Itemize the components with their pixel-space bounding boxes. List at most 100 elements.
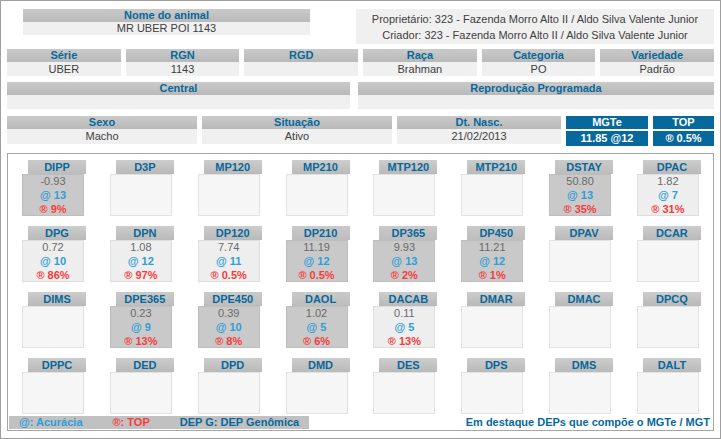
- dep-header-dps: DPS: [467, 358, 525, 372]
- dep-cell-dpd: DPD: [198, 358, 260, 414]
- dep-value: -0.93: [23, 174, 83, 188]
- dep-values-dcar: [637, 240, 699, 282]
- dep-header-dppc: DPPC: [28, 358, 86, 372]
- dep-values-dmar: [461, 306, 523, 348]
- dep-values-ded: [110, 372, 172, 414]
- legend-top: ®: TOP: [113, 416, 150, 429]
- mgte-block: MGTe 11.85 @12: [566, 116, 648, 146]
- field-rgd-header: RGD: [244, 49, 358, 62]
- dep-header-mp120: MP120: [204, 160, 262, 174]
- dep-value: 0.72: [23, 240, 83, 254]
- dep-cell-mp120: MP120: [198, 160, 260, 216]
- dep-top-percent: ® 1%: [462, 268, 522, 282]
- field-raca: RaçaBrahman: [363, 49, 477, 76]
- dep-header-dpe365: DPE365: [116, 292, 174, 306]
- dep-cell-mp210: MP210: [286, 160, 348, 216]
- animal-name-header: Nome do animal: [23, 9, 310, 22]
- dep-cell-dppc: DPPC: [22, 358, 84, 414]
- dep-header-dalt: DALT: [643, 358, 701, 372]
- dep-header-dmar: DMAR: [467, 292, 525, 306]
- dep-values-dppc: [22, 372, 84, 414]
- dep-cell-daol: DAOL1.02@ 5® 6%: [286, 292, 348, 348]
- dep-values-mp210: [286, 174, 348, 216]
- dep-top-percent: ® 13%: [111, 334, 171, 348]
- dep-cell-dp120: DP1207.74@ 11® 0.5%: [198, 226, 260, 282]
- dep-row: DPPC DED DPD DMD DES DPS DMS DALT: [22, 358, 699, 414]
- dep-values-dpe365: 0.23@ 9® 13%: [110, 306, 172, 348]
- legend-highlight-note: Em destaque DEPs que compõe o MGTe / MGT: [466, 416, 710, 428]
- dep-cell-dpav: DPAV: [549, 226, 611, 282]
- dep-value: 9.93: [374, 240, 434, 254]
- dep-accuracy: @ 12: [111, 254, 171, 268]
- dep-values-des: [373, 372, 435, 414]
- field-variedade: VariedadePadrão: [600, 49, 714, 76]
- dep-cell-dps: DPS: [461, 358, 523, 414]
- field-serie-header: Série: [7, 49, 121, 62]
- dep-header-dpe450: DPE450: [204, 292, 262, 306]
- dep-values-dms: [549, 372, 611, 414]
- dep-header-dacab: DACAB: [379, 292, 437, 306]
- dep-cell-dmd: DMD: [286, 358, 348, 414]
- dep-values-dp365: 9.93@ 13® 2%: [373, 240, 435, 282]
- dep-header-d3p: D3P: [116, 160, 174, 174]
- dep-accuracy: @ 10: [199, 320, 259, 334]
- dep-values-dpe450: 0.39@ 10® 8%: [198, 306, 260, 348]
- dep-header-dp210: DP210: [292, 226, 350, 240]
- field-categoria: CategoriaPO: [482, 49, 596, 76]
- dep-values-dps: [461, 372, 523, 414]
- top-header: TOP: [653, 116, 714, 129]
- dep-header-dpg: DPG: [28, 226, 86, 240]
- dep-cell-dipp: DIPP-0.93@ 13® 9%: [22, 160, 84, 216]
- dep-accuracy: @ 13: [550, 188, 610, 202]
- dep-cell-dalt: DALT: [637, 358, 699, 414]
- dep-header-dpd: DPD: [204, 358, 262, 372]
- situacao-block: Situação Ativo: [202, 116, 392, 146]
- sexo-value: Macho: [7, 129, 197, 144]
- dep-row: DPG0.72@ 10® 86% DPN1.08@ 12® 97% DP1207.7…: [22, 226, 699, 282]
- central-value: [7, 95, 350, 109]
- dep-header-dpav: DPAV: [555, 226, 613, 240]
- dep-cell-dcar: DCAR: [637, 226, 699, 282]
- dep-cell-dmar: DMAR: [461, 292, 523, 348]
- dep-top-percent: ® 8%: [199, 334, 259, 348]
- dep-accuracy: @ 12: [462, 254, 522, 268]
- dep-value: 50.80: [550, 174, 610, 188]
- dep-header-dmac: DMAC: [555, 292, 613, 306]
- dep-cell-dacab: DACAB0.11@ 5® 13%: [373, 292, 435, 348]
- dep-accuracy: @ 12: [287, 254, 347, 268]
- dep-top-percent: ® 86%: [23, 268, 83, 282]
- situacao-value: Ativo: [202, 129, 392, 144]
- dep-header-dipp: DIPP: [28, 160, 86, 174]
- dep-values-dpac: 1.82@ 7® 31%: [637, 174, 699, 216]
- dep-row: DIPP-0.93@ 13® 9%D3PMP120MP210MTP120MTP2…: [22, 160, 699, 216]
- dep-values-dacab: 0.11@ 5® 13%: [373, 306, 435, 348]
- dep-values-dpg: 0.72@ 10® 86%: [22, 240, 84, 282]
- top-value: ® 0.5%: [653, 131, 714, 146]
- dep-cell-dpn: DPN1.08@ 12® 97%: [110, 226, 172, 282]
- dep-header-daol: DAOL: [292, 292, 350, 306]
- central-reproducao-row: Central Reprodução Programada: [7, 82, 714, 109]
- legend-genomica: DEP G: DEP Genômica: [180, 416, 299, 429]
- dep-top-percent: ® 2%: [374, 268, 434, 282]
- dep-cell-d3p: D3P: [110, 160, 172, 216]
- dep-top-percent: ® 13%: [374, 334, 434, 348]
- dep-cell-mtp210: MTP210: [461, 160, 523, 216]
- dep-cell-des: DES: [373, 358, 435, 414]
- dep-top-percent: ® 31%: [638, 202, 698, 216]
- dep-values-d3p: [110, 174, 172, 216]
- dep-top-percent: ® 6%: [287, 334, 347, 348]
- dep-cell-dpe365: DPE3650.23@ 9® 13%: [110, 292, 172, 348]
- dep-header-mp210: MP210: [292, 160, 350, 174]
- dep-cell-ded: DED: [110, 358, 172, 414]
- dep-cell-dpcq: DPCQ: [637, 292, 699, 348]
- dep-top-percent: ® 97%: [111, 268, 171, 282]
- field-rgn-value: 1143: [126, 62, 240, 76]
- dep-values-dmd: [286, 372, 348, 414]
- dep-values-dims: [22, 306, 84, 348]
- dep-value: 1.02: [287, 306, 347, 320]
- field-categoria-header: Categoria: [482, 49, 596, 62]
- reproducao-value: [358, 95, 714, 109]
- mgte-header: MGTe: [566, 116, 648, 129]
- dep-cell-dms: DMS: [549, 358, 611, 414]
- field-rgn: RGN1143: [126, 49, 240, 76]
